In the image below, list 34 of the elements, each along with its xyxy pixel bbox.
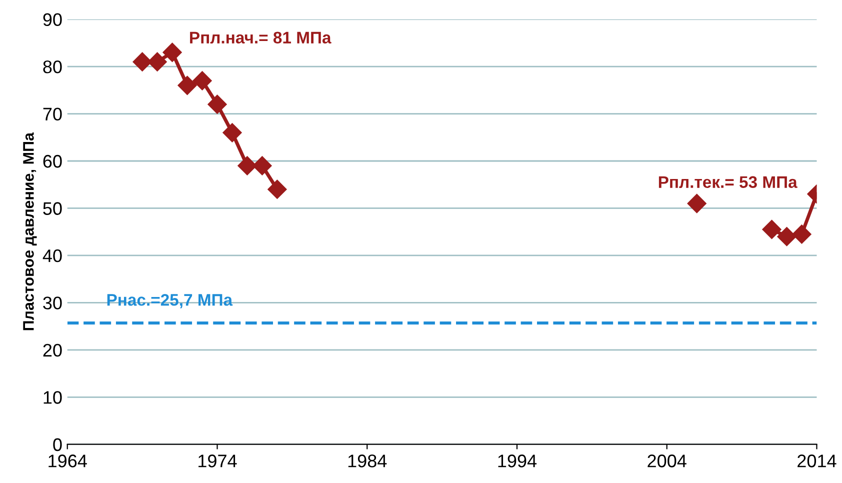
x-tick-label: 2014 bbox=[798, 454, 836, 468]
point bbox=[687, 194, 706, 214]
y-tick-label: 10 bbox=[44, 391, 62, 404]
annotation: Рпл.нач.= 81 МПа bbox=[190, 32, 332, 44]
y-tick-label: 0 bbox=[53, 438, 62, 452]
y-tick-label: 50 bbox=[43, 202, 62, 215]
point bbox=[192, 71, 212, 90]
point bbox=[178, 76, 197, 95]
y-tick-label: 30 bbox=[43, 296, 62, 310]
point bbox=[252, 156, 272, 176]
y-tick-label: 40 bbox=[42, 249, 62, 262]
point bbox=[208, 94, 227, 114]
x-tick-label: 1974 bbox=[198, 454, 237, 468]
y-tick-label: 90 bbox=[43, 13, 62, 26]
point bbox=[762, 220, 782, 240]
point bbox=[162, 42, 182, 62]
y-tick-label: 20 bbox=[43, 344, 62, 357]
point bbox=[132, 52, 152, 72]
y-tick-label: 60 bbox=[43, 154, 62, 168]
x-tick-label: 1994 bbox=[498, 454, 537, 468]
y-tick-label: 80 bbox=[43, 60, 62, 74]
annotation: Рпл.тек.= 53 МПа bbox=[658, 176, 798, 188]
point bbox=[268, 180, 287, 199]
y-axis-title: Пластовое давление, МПа bbox=[23, 132, 37, 330]
ref-line-label: Рнас.=25,7 МПа bbox=[107, 294, 233, 308]
x-tick-label: 1984 bbox=[348, 454, 387, 468]
point bbox=[238, 156, 257, 176]
point bbox=[792, 224, 812, 244]
x-tick-label: 1964 bbox=[48, 454, 87, 468]
point bbox=[222, 123, 242, 142]
point bbox=[777, 227, 796, 246]
point bbox=[148, 52, 167, 72]
y-tick-label: 70 bbox=[43, 108, 62, 120]
x-tick-label: 2004 bbox=[648, 454, 686, 468]
